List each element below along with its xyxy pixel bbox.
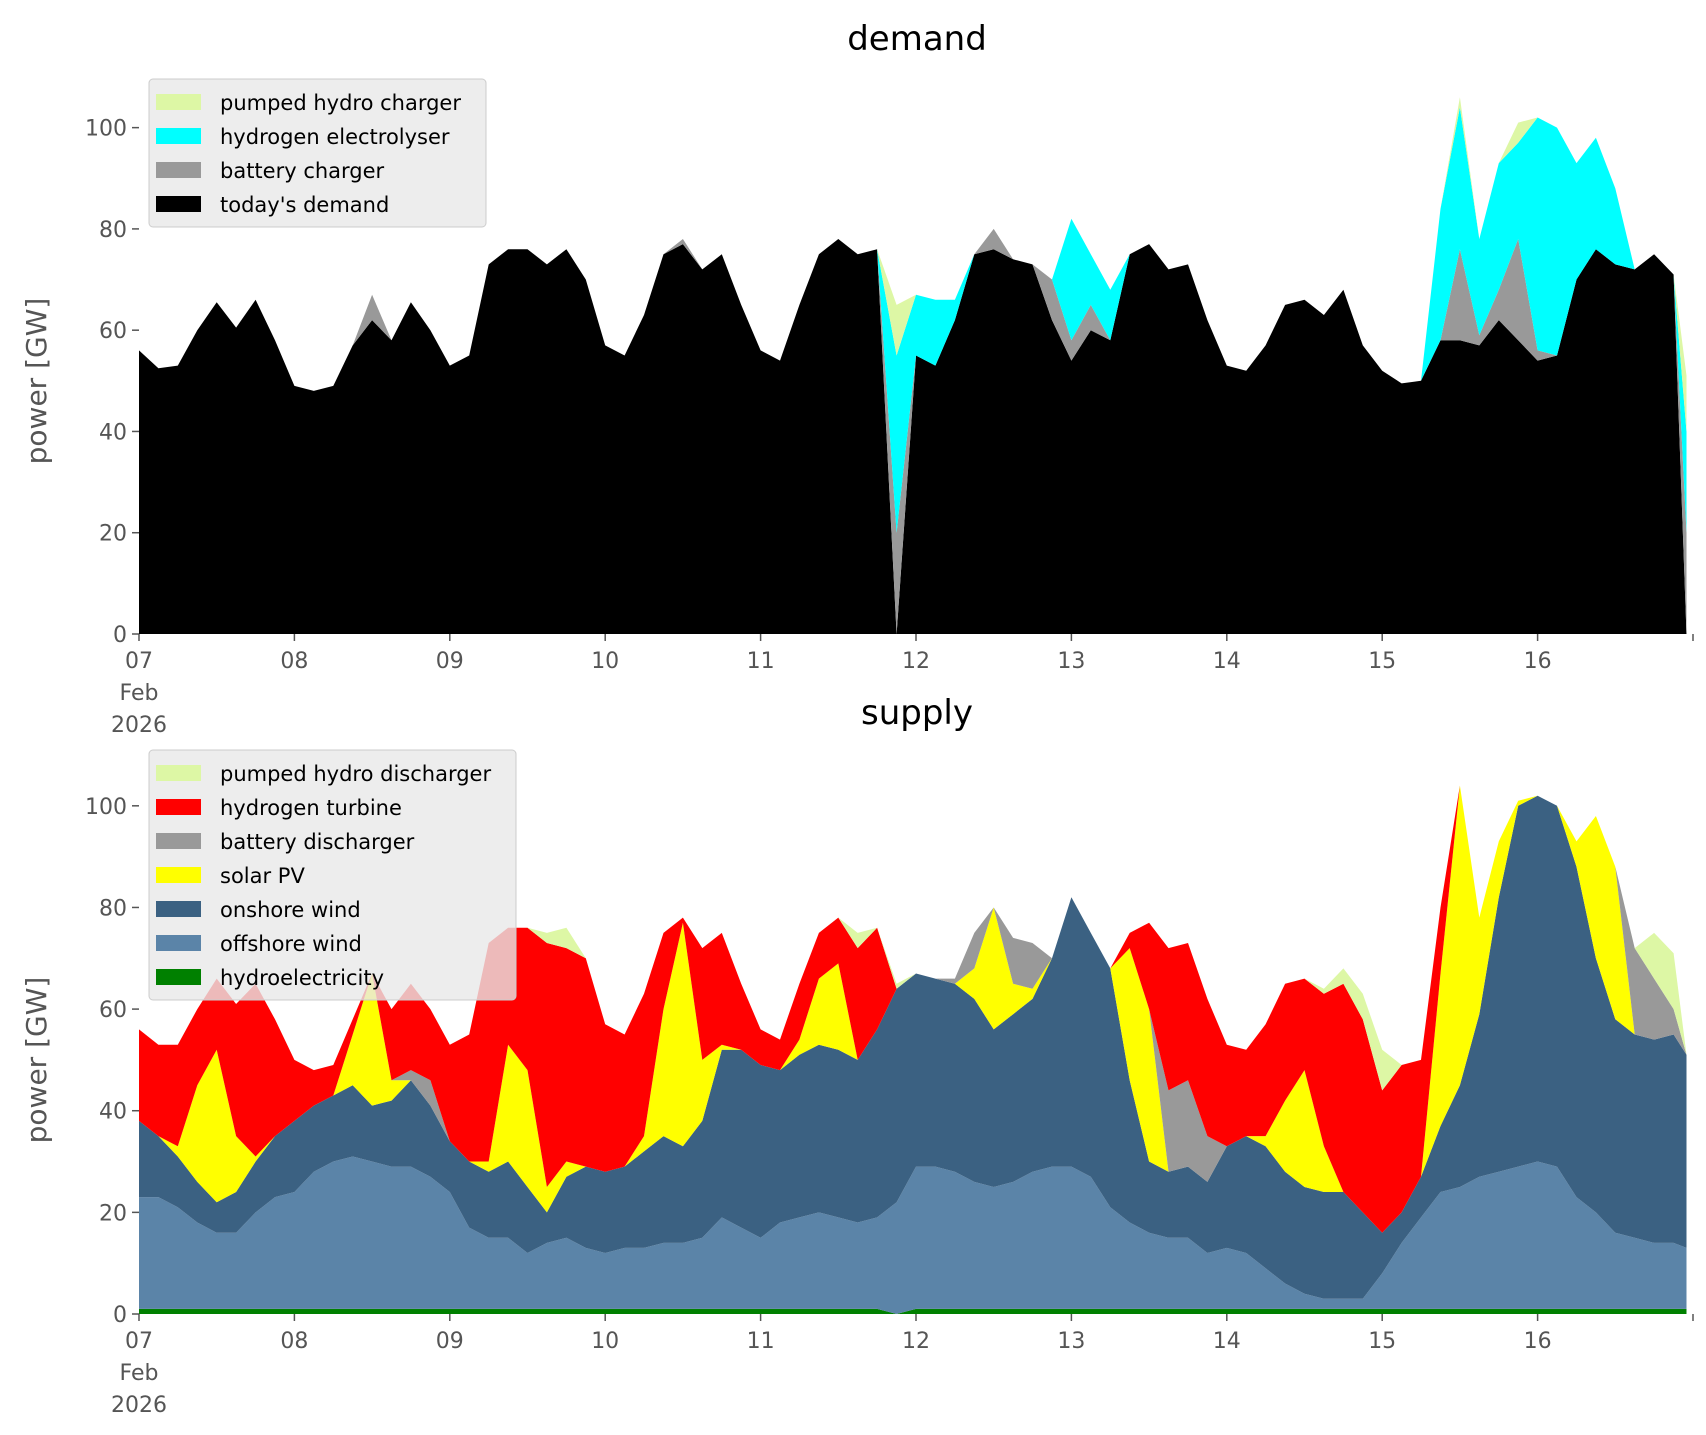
x-tick-label: 16	[1524, 649, 1552, 674]
legend-label: hydrogen turbine	[220, 796, 402, 820]
legend-label: battery charger	[220, 159, 385, 183]
legend-label: solar PV	[220, 864, 305, 888]
legend-label: battery discharger	[220, 830, 415, 854]
axes: 0 20 40 60 80 100 07 08 09 10 11 12 13 14 15 16 Feb 2026	[85, 795, 1694, 1418]
area-hydrogen-electrolyser	[139, 107, 1687, 533]
x-tick-sublabel: Feb	[120, 681, 159, 706]
y-axis-label: power [GW]	[20, 298, 53, 465]
y-tick-label: 100	[85, 795, 127, 820]
axes: 0 20 40 60 80 100 07 08 09 10 11 12 13 14 15 16 Feb 2026	[85, 117, 1694, 738]
y-tick-label: 0	[113, 1303, 127, 1328]
x-tick-label: 14	[1213, 649, 1241, 674]
area-hydroelectricity	[139, 1308, 1687, 1314]
legend-swatch	[156, 196, 201, 212]
legend-swatch	[156, 969, 201, 985]
x-tick-label: 07	[125, 1329, 153, 1354]
legend-swatch	[156, 833, 201, 849]
legend-swatch	[156, 901, 201, 917]
x-tick-label: 08	[280, 649, 308, 674]
area-offshore-wind	[139, 1156, 1687, 1314]
x-tick-sublabel: Feb	[120, 1361, 159, 1386]
y-tick-label: 80	[99, 218, 127, 243]
legend-label: offshore wind	[220, 932, 362, 956]
legend-swatch	[156, 935, 201, 951]
legend-label: pumped hydro charger	[220, 91, 461, 115]
legend-label: today's demand	[220, 193, 389, 217]
y-tick-label: 60	[99, 998, 127, 1023]
demand-panel: demand power [GW] 0 20 40 60 80 100 07 08 09 10 11…	[20, 19, 1694, 738]
x-tick-label: 13	[1057, 649, 1085, 674]
x-tick-label: 10	[591, 1329, 619, 1354]
x-tick-label: 14	[1213, 1329, 1241, 1354]
x-tick-sublabel: 2026	[111, 713, 167, 738]
chart-title: supply	[861, 693, 973, 733]
x-tick-sublabel: 2026	[111, 1393, 167, 1418]
x-tick-label: 09	[436, 649, 464, 674]
legend-swatch	[156, 162, 201, 178]
y-tick-label: 100	[85, 117, 127, 142]
x-tick-label: 07	[125, 649, 153, 674]
x-tick-label: 11	[747, 649, 775, 674]
legend-swatch	[156, 94, 201, 110]
legend: pumped hydro discharger hydrogen turbine b…	[148, 749, 517, 1001]
legend-label: pumped hydro discharger	[220, 762, 491, 786]
area-today-s-demand	[139, 239, 1687, 634]
y-tick-label: 20	[99, 522, 127, 547]
area-onshore-wind	[139, 795, 1687, 1299]
legend: pumped hydro charger hydrogen electrolyse…	[148, 78, 487, 228]
x-tick-label: 12	[902, 649, 930, 674]
chart-title: demand	[847, 19, 987, 59]
legend-box	[148, 749, 517, 1001]
y-tick-label: 40	[99, 1100, 127, 1125]
legend-swatch	[156, 128, 201, 144]
legend-label: onshore wind	[220, 898, 361, 922]
x-tick-label: 10	[591, 649, 619, 674]
y-tick-label: 40	[99, 420, 127, 445]
y-tick-label: 20	[99, 1201, 127, 1226]
stacked-areas	[139, 97, 1687, 634]
x-tick-label: 15	[1368, 649, 1396, 674]
legend-label: hydroelectricity	[220, 966, 384, 990]
legend-swatch	[156, 799, 201, 815]
supply-panel: supply power [GW] 0 20 40 60 80 100 07 08 09 10 11…	[20, 693, 1694, 1418]
x-tick-label: 09	[436, 1329, 464, 1354]
y-axis-label: power [GW]	[20, 977, 53, 1144]
legend-box	[148, 78, 487, 228]
x-tick-label: 11	[747, 1329, 775, 1354]
y-tick-label: 0	[113, 623, 127, 648]
x-tick-label: 08	[280, 1329, 308, 1354]
x-tick-label: 13	[1057, 1329, 1085, 1354]
x-tick-label: 16	[1524, 1329, 1552, 1354]
legend-label: hydrogen electrolyser	[220, 125, 450, 149]
stacked-areas	[139, 785, 1687, 1314]
x-tick-label: 15	[1368, 1329, 1396, 1354]
y-tick-label: 80	[99, 896, 127, 921]
area-solar-pv	[139, 785, 1687, 1233]
y-tick-label: 60	[99, 319, 127, 344]
legend-swatch	[156, 867, 201, 883]
x-tick-label: 12	[902, 1329, 930, 1354]
legend-swatch	[156, 765, 201, 781]
